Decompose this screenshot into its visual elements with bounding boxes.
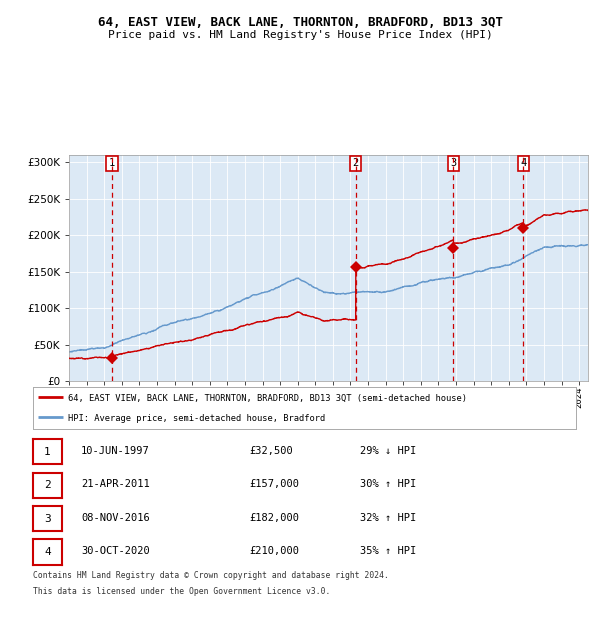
Text: 64, EAST VIEW, BACK LANE, THORNTON, BRADFORD, BD13 3QT: 64, EAST VIEW, BACK LANE, THORNTON, BRAD… — [97, 16, 503, 29]
Text: 2: 2 — [353, 158, 359, 169]
Text: £210,000: £210,000 — [249, 546, 299, 556]
Text: 30% ↑ HPI: 30% ↑ HPI — [360, 479, 416, 489]
Text: 4: 4 — [520, 158, 527, 169]
Text: 2: 2 — [44, 480, 51, 490]
Text: This data is licensed under the Open Government Licence v3.0.: This data is licensed under the Open Gov… — [33, 587, 331, 596]
Text: 1: 1 — [44, 446, 51, 456]
Text: £32,500: £32,500 — [249, 446, 293, 456]
Text: HPI: Average price, semi-detached house, Bradford: HPI: Average price, semi-detached house,… — [68, 414, 326, 423]
Text: 29% ↓ HPI: 29% ↓ HPI — [360, 446, 416, 456]
Text: £182,000: £182,000 — [249, 513, 299, 523]
Text: 21-APR-2011: 21-APR-2011 — [81, 479, 150, 489]
Text: Contains HM Land Registry data © Crown copyright and database right 2024.: Contains HM Land Registry data © Crown c… — [33, 571, 389, 580]
Text: 08-NOV-2016: 08-NOV-2016 — [81, 513, 150, 523]
Text: 4: 4 — [44, 547, 51, 557]
Text: £157,000: £157,000 — [249, 479, 299, 489]
Text: 10-JUN-1997: 10-JUN-1997 — [81, 446, 150, 456]
Text: 3: 3 — [44, 513, 51, 523]
Text: 32% ↑ HPI: 32% ↑ HPI — [360, 513, 416, 523]
Text: 30-OCT-2020: 30-OCT-2020 — [81, 546, 150, 556]
Text: 64, EAST VIEW, BACK LANE, THORNTON, BRADFORD, BD13 3QT (semi-detached house): 64, EAST VIEW, BACK LANE, THORNTON, BRAD… — [68, 394, 467, 403]
Text: Price paid vs. HM Land Registry's House Price Index (HPI): Price paid vs. HM Land Registry's House … — [107, 30, 493, 40]
Text: 35% ↑ HPI: 35% ↑ HPI — [360, 546, 416, 556]
Text: 3: 3 — [450, 158, 457, 169]
Text: 1: 1 — [109, 158, 115, 169]
